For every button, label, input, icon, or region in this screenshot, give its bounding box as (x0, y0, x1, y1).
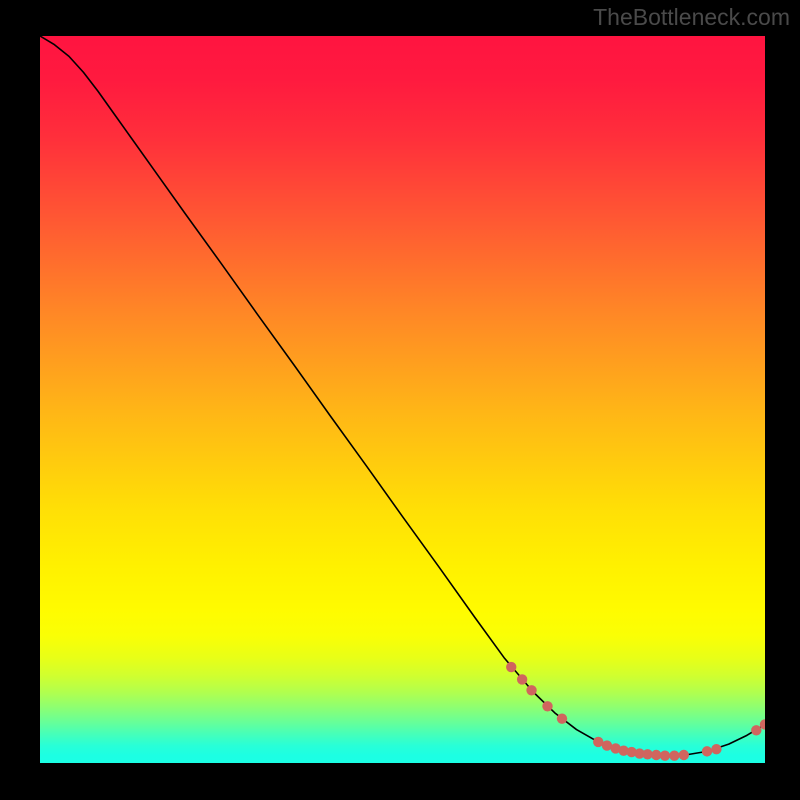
data-marker (526, 685, 536, 695)
data-marker (679, 750, 689, 760)
data-marker (669, 751, 679, 761)
data-marker (557, 713, 567, 723)
chart-svg (40, 36, 765, 763)
data-marker (660, 751, 670, 761)
data-marker (517, 674, 527, 684)
data-marker (542, 701, 552, 711)
data-marker (506, 662, 516, 672)
data-marker (702, 746, 712, 756)
watermark-text: TheBottleneck.com (593, 4, 790, 31)
chart-background (40, 36, 765, 763)
data-marker (711, 744, 721, 754)
chart-container (40, 36, 765, 763)
data-marker (751, 725, 761, 735)
